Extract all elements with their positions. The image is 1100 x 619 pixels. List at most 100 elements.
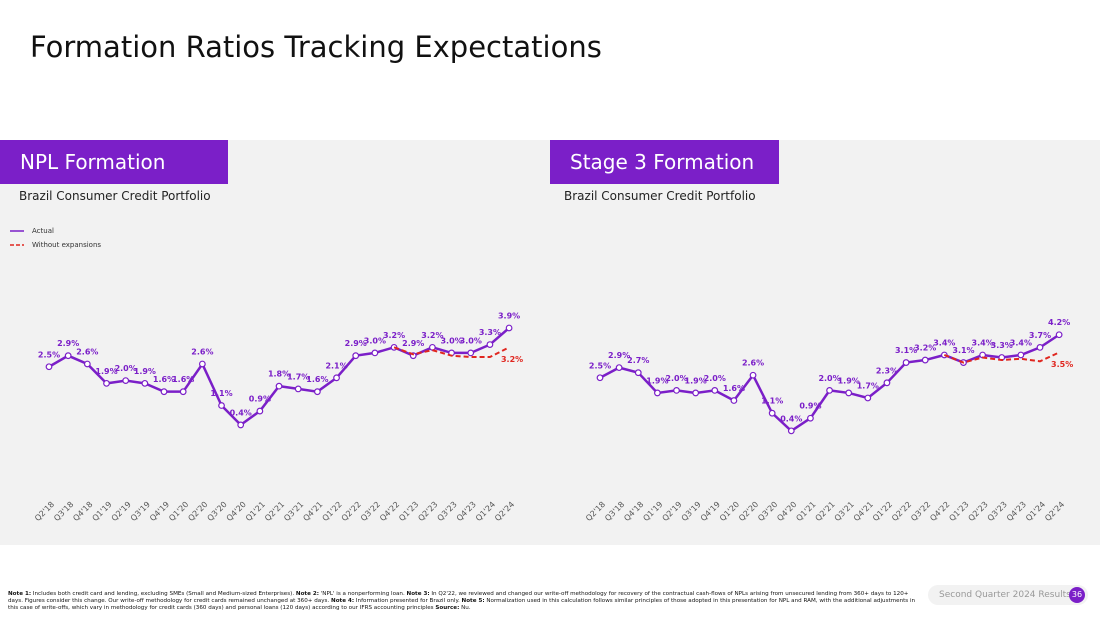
data-label: 3.2% bbox=[501, 355, 523, 364]
note-text: Information presented for Brazil only. bbox=[354, 598, 462, 604]
x-tick-label: Q2'19 bbox=[110, 500, 133, 523]
data-point bbox=[749, 371, 757, 379]
data-point bbox=[787, 427, 795, 435]
x-tick-label: Q2'19 bbox=[661, 500, 684, 523]
x-tick-label: Q3'20 bbox=[756, 500, 779, 523]
data-label: 1.9% bbox=[685, 376, 707, 385]
data-label: 2.6% bbox=[742, 359, 764, 368]
footnotes: Note 1: Includes both credit card and le… bbox=[8, 591, 918, 612]
x-tick-label: Q2'21 bbox=[814, 500, 837, 523]
data-point bbox=[883, 379, 891, 387]
data-label: 1.1% bbox=[210, 389, 232, 398]
x-tick-label: Q2'20 bbox=[186, 500, 209, 523]
data-point bbox=[486, 341, 494, 348]
x-tick-label: Q1'22 bbox=[871, 500, 894, 523]
x-tick-label: Q3'21 bbox=[282, 500, 305, 523]
x-tick-label: Q1'23 bbox=[397, 500, 420, 523]
x-tick-label: Q4'22 bbox=[378, 500, 401, 523]
data-label: 1.9% bbox=[838, 376, 860, 385]
note-label: Note 4: bbox=[331, 598, 355, 604]
data-label: 3.3% bbox=[479, 328, 501, 337]
x-tick-label: Q4'18 bbox=[71, 500, 94, 523]
x-tick-label: Q1'24 bbox=[474, 500, 497, 523]
data-point bbox=[1036, 343, 1044, 351]
data-point bbox=[256, 407, 264, 415]
data-label: 2.0% bbox=[818, 374, 840, 383]
note-label: Note 2: bbox=[295, 591, 319, 597]
x-tick-label: Q1'20 bbox=[167, 500, 190, 523]
data-label: 3.9% bbox=[498, 311, 520, 320]
page-number: 36 bbox=[1069, 587, 1085, 603]
x-tick-label: Q2'22 bbox=[340, 500, 363, 523]
data-point bbox=[429, 343, 436, 351]
data-label: 1.6% bbox=[723, 384, 745, 393]
note-text: 'NPL' is a nonperforming loan. bbox=[318, 591, 407, 597]
data-label: 3.0% bbox=[460, 336, 482, 345]
data-label: 1.9% bbox=[646, 376, 668, 385]
note-label: Note 5: bbox=[461, 598, 485, 604]
note-label: Note 1: bbox=[8, 591, 32, 597]
data-label: 1.6% bbox=[172, 375, 194, 384]
data-point bbox=[826, 387, 833, 394]
data-point bbox=[768, 409, 776, 417]
footer: Second Quarter 2024 Results 36 bbox=[928, 585, 1088, 605]
data-label: 2.1% bbox=[325, 361, 347, 370]
x-tick-label: Q1'20 bbox=[718, 500, 741, 523]
x-tick-label: Q4'21 bbox=[301, 500, 324, 523]
note-text: In Q2'22, we reviewed and changed our wr… bbox=[8, 591, 909, 604]
note-label: Source: bbox=[435, 605, 460, 611]
legend-label: Without expansions bbox=[32, 241, 101, 249]
x-tick-label: Q1'19 bbox=[641, 500, 664, 523]
x-tick-label: Q1'19 bbox=[91, 500, 114, 523]
data-point bbox=[122, 377, 130, 385]
data-point bbox=[179, 388, 187, 396]
data-label: 3.4% bbox=[972, 338, 994, 347]
x-tick-label: Q3'19 bbox=[680, 500, 703, 523]
x-tick-label: Q4'23 bbox=[1005, 500, 1028, 523]
data-point bbox=[692, 389, 700, 397]
data-point bbox=[103, 379, 110, 387]
data-label: 3.7% bbox=[1029, 331, 1051, 340]
data-label: 2.9% bbox=[57, 339, 79, 348]
data-point bbox=[352, 352, 360, 360]
x-tick-label: Q4'19 bbox=[699, 500, 722, 523]
data-point bbox=[505, 324, 513, 332]
data-label: 3.1% bbox=[895, 346, 917, 355]
chart-title: Stage 3 Formation bbox=[550, 140, 779, 184]
x-tick-label: Q3'23 bbox=[986, 500, 1009, 523]
x-tick-label: Q1'21 bbox=[244, 500, 267, 523]
x-tick-label: Q4'19 bbox=[148, 500, 171, 523]
data-label: 0.4% bbox=[780, 414, 802, 423]
data-label: 3.1% bbox=[952, 346, 974, 355]
data-point bbox=[615, 364, 623, 372]
data-label: 2.0% bbox=[115, 364, 137, 373]
data-label: 3.4% bbox=[1010, 338, 1032, 347]
data-label: 0.4% bbox=[230, 408, 252, 417]
x-tick-label: Q2'23 bbox=[967, 500, 990, 523]
x-tick-label: Q4'18 bbox=[622, 500, 645, 523]
series-line bbox=[943, 351, 1060, 364]
data-point bbox=[371, 349, 379, 357]
data-label: 1.9% bbox=[134, 367, 156, 376]
data-label: 1.7% bbox=[857, 381, 879, 390]
x-tick-label: Q4'22 bbox=[928, 500, 951, 523]
data-label: 0.9% bbox=[249, 395, 271, 404]
legend-label: Actual bbox=[32, 227, 54, 235]
x-tick-label: Q3'19 bbox=[129, 500, 152, 523]
data-point bbox=[198, 360, 206, 368]
x-tick-label: Q4'23 bbox=[455, 500, 478, 523]
x-tick-label: Q2'23 bbox=[416, 500, 439, 523]
x-tick-label: Q3'18 bbox=[603, 500, 626, 523]
data-point bbox=[218, 402, 225, 409]
note-text: Includes both credit card and lending, e… bbox=[31, 591, 296, 597]
x-tick-label: Q1'22 bbox=[321, 500, 344, 523]
x-tick-label: Q3'20 bbox=[206, 500, 229, 523]
data-point bbox=[596, 374, 604, 382]
x-tick-label: Q4'20 bbox=[775, 500, 798, 523]
data-point bbox=[313, 388, 321, 396]
data-point bbox=[864, 394, 872, 402]
note-text: Nu. bbox=[459, 605, 471, 611]
x-tick-label: Q2'20 bbox=[737, 500, 760, 523]
